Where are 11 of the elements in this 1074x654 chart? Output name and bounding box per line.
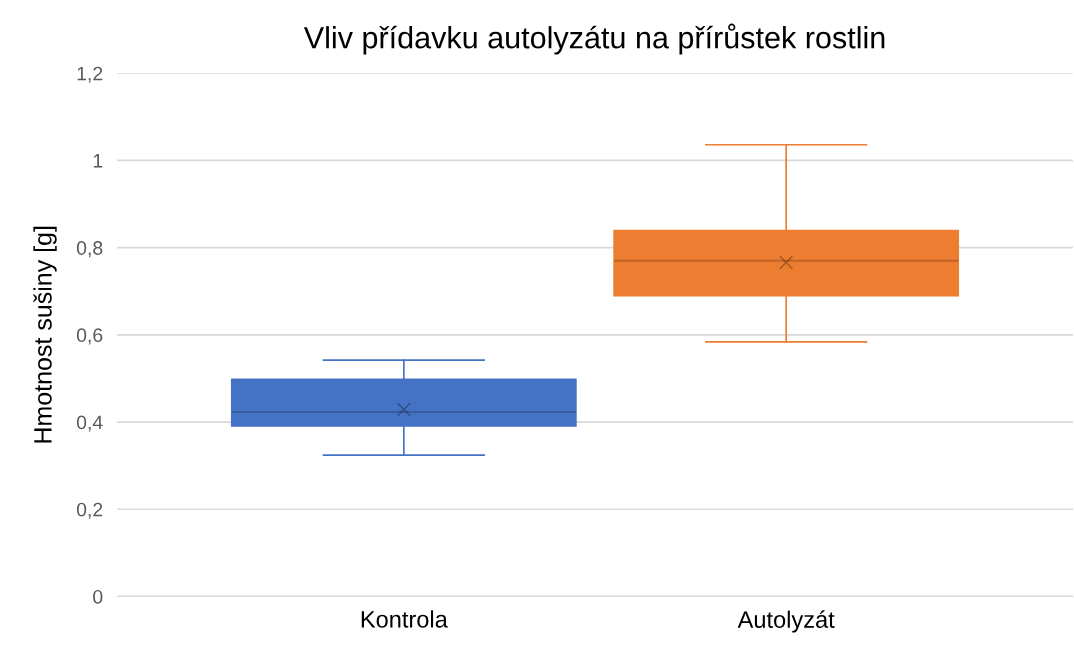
y-tick-label: 1,2 [77, 66, 103, 83]
y-tick-label: 0,2 [76, 502, 103, 519]
chart-title: Vliv přídavku autolyzátu na přírůstek rostlin [303, 23, 885, 55]
y-tick-label: 1 [93, 154, 103, 168]
x-tick-label: Kontrola [361, 610, 448, 628]
y-tick-label: 0 [93, 589, 103, 604]
y-axis-title: Hmotnost sušiny [g] [33, 226, 57, 443]
y-tick-label: 0,6 [76, 328, 103, 345]
x-tick-label: Autolyzát [737, 610, 835, 633]
y-tick-label: 0,8 [76, 241, 103, 258]
y-tick-label: 0,4 [76, 415, 103, 432]
